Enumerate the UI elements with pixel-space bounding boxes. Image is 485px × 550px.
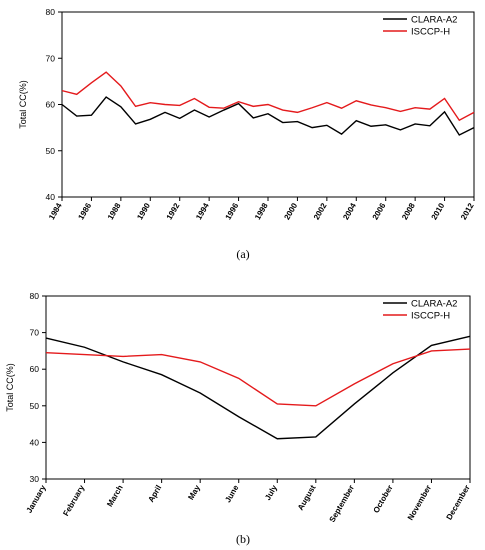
x-tick-label-b: December <box>445 484 472 522</box>
y-tick-label-a: 80 <box>46 7 56 17</box>
x-tick-label-a: 1990 <box>135 201 152 221</box>
x-tick-label-b: May <box>186 483 202 501</box>
x-tick-label-a: 2010 <box>430 201 447 221</box>
y-tick-label-a: 70 <box>46 53 56 63</box>
x-tick-label-a: 1992 <box>165 201 182 221</box>
x-tick-label-a: 2006 <box>371 201 388 221</box>
x-tick-label-a: 2000 <box>282 201 299 221</box>
y-tick-label-b: 50 <box>30 401 40 411</box>
x-tick-label-a: 2002 <box>312 201 329 221</box>
x-tick-label-b: September <box>328 484 356 524</box>
x-tick-label-b: April <box>146 484 163 504</box>
y-tick-label-a: 40 <box>46 192 56 202</box>
y-tick-label-a: 60 <box>46 100 56 110</box>
y-axis-label-a: Total CC(%) <box>18 80 28 129</box>
plot-frame-b <box>45 295 471 480</box>
x-tick-label-b: June <box>223 483 240 504</box>
x-tick-label-a: 1996 <box>224 201 241 221</box>
x-tick-label-a: 1994 <box>194 201 211 221</box>
series-line-a-1 <box>61 71 475 122</box>
x-tick-label-b: August <box>296 483 318 512</box>
y-tick-label-b: 40 <box>30 437 40 447</box>
legend-label-b-0: CLARA-A2 <box>411 299 457 310</box>
x-tick-label-a: 2008 <box>400 201 417 221</box>
legend-label-a-0: CLARA-A2 <box>411 15 457 26</box>
x-tick-label-b: October <box>372 484 395 515</box>
y-tick-label-b: 30 <box>30 474 40 484</box>
legend-label-b-1: ISCCP-H <box>411 311 450 322</box>
y-tick-label-b: 70 <box>30 328 40 338</box>
y-axis-label-b: Total CC(%) <box>5 363 15 412</box>
x-tick-label-a: 1998 <box>253 201 270 221</box>
series-line-a-0 <box>61 96 475 136</box>
x-tick-label-b: January <box>25 483 48 515</box>
x-tick-label-a: 1988 <box>106 201 123 221</box>
legend-label-a-1: ISCCP-H <box>411 27 450 38</box>
y-tick-label-b: 80 <box>30 291 40 301</box>
series-line-b-0 <box>45 335 471 440</box>
x-tick-label-b: February <box>61 483 86 518</box>
panel-caption-a: (a) <box>236 247 249 261</box>
panel-caption-b: (b) <box>236 532 250 546</box>
x-tick-label-b: November <box>406 484 433 522</box>
series-line-b-1 <box>45 348 471 407</box>
chart-panel-b: 30 40 50 60 70 80 January February March April May… <box>5 291 472 546</box>
x-tick-label-a: 1986 <box>76 201 93 221</box>
y-tick-label-b: 60 <box>30 364 40 374</box>
x-tick-label-b: July <box>263 483 279 502</box>
y-tick-label-a: 50 <box>46 146 56 156</box>
chart-panel-a: 40 50 60 70 80 1984 1986 1988 1990 1992 1994 1996 19… <box>18 7 476 261</box>
x-tick-label-a: 2012 <box>459 201 476 221</box>
x-tick-label-a: 2004 <box>341 201 358 221</box>
x-tick-label-b: March <box>105 483 125 508</box>
x-tick-label-a: 1984 <box>47 201 64 221</box>
